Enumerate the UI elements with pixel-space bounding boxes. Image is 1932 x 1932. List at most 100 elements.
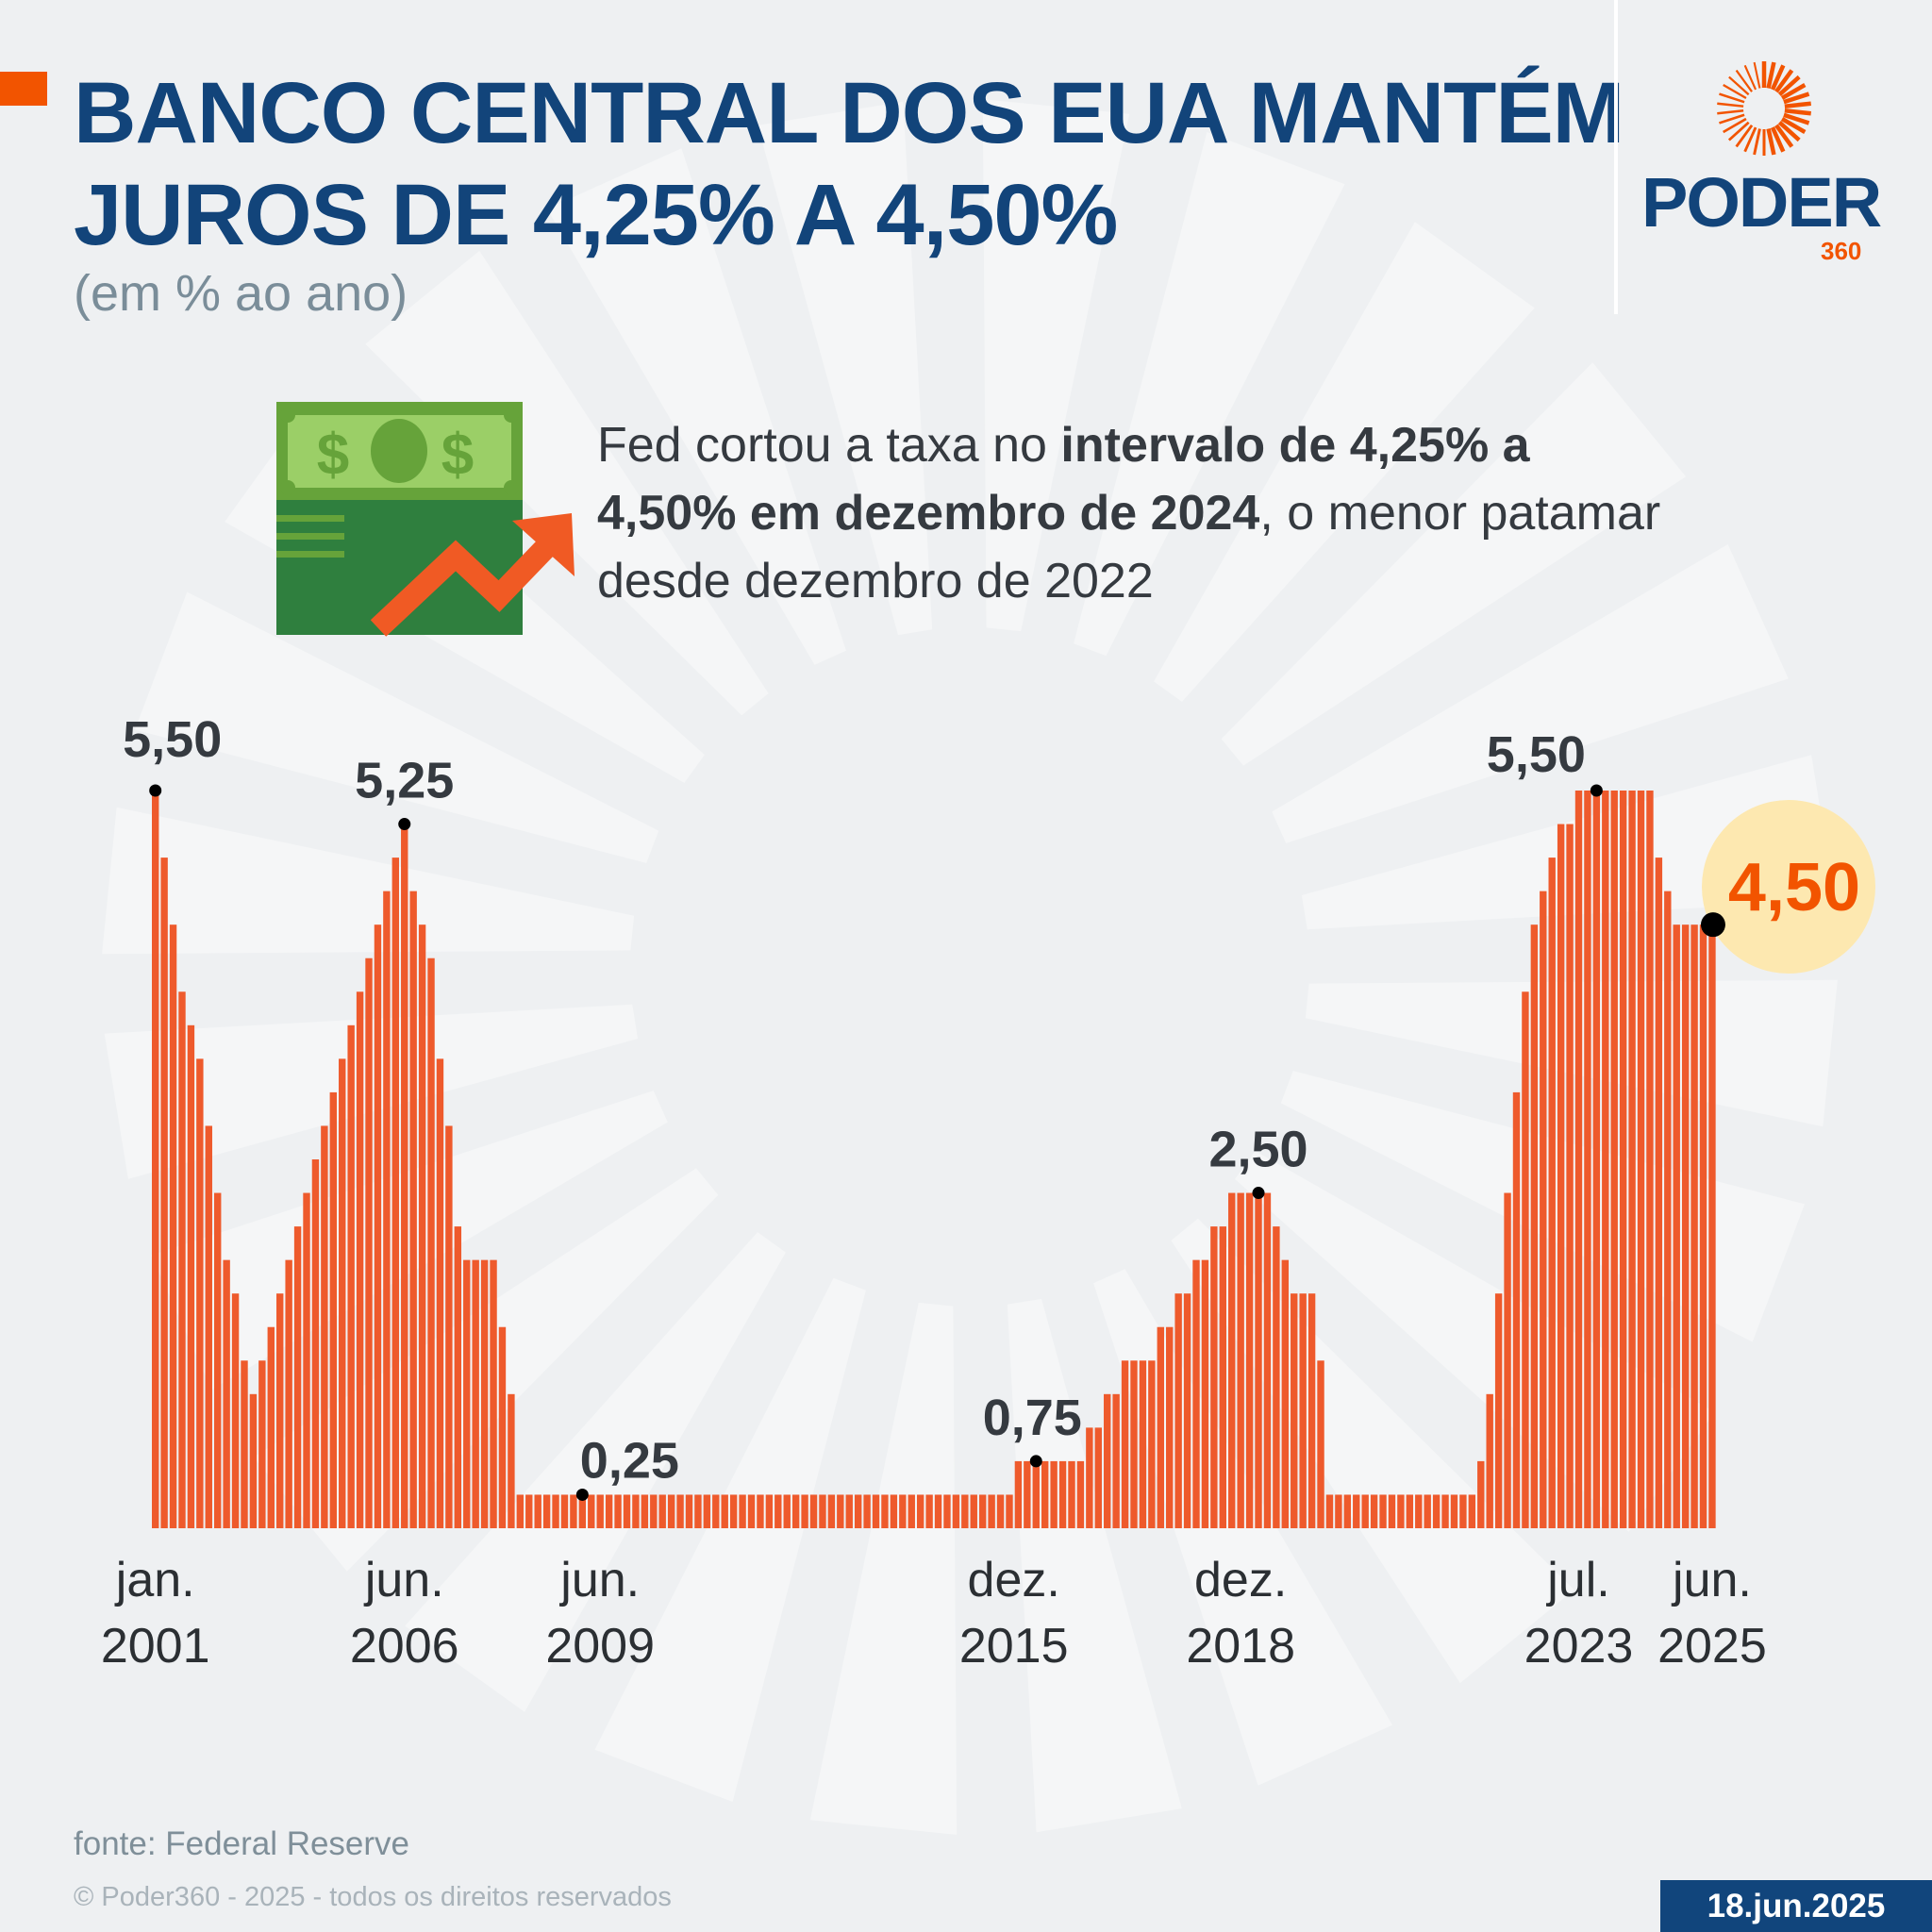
chart-bar (961, 1494, 969, 1528)
chart-bar (570, 1494, 577, 1528)
chart-bar (1566, 824, 1574, 1528)
background-ray (547, 148, 846, 665)
chart-bar (1574, 791, 1583, 1528)
chart-bar (1121, 1360, 1129, 1528)
logo-ray (1766, 61, 1776, 89)
chart-bar (516, 1494, 525, 1528)
chart-bar (757, 1494, 764, 1528)
chart-bar (1477, 1460, 1485, 1528)
chart-bar (1032, 1460, 1040, 1528)
logo-ray (1784, 108, 1811, 116)
x-tick-year: 2023 (1524, 1619, 1634, 1674)
chart-bar (863, 1494, 871, 1528)
chart-bar (205, 1125, 212, 1528)
chart-bar (1094, 1427, 1102, 1528)
header-divider (1614, 0, 1618, 314)
background-ray (135, 591, 659, 863)
chart-bar (463, 1259, 471, 1528)
chart-bar (801, 1494, 808, 1528)
chart-bar (1353, 1494, 1360, 1528)
chart-bar (791, 1494, 800, 1528)
description-text: Fed cortou a taxa no intervalo de 4,25% … (597, 411, 1663, 615)
chart-bar (1291, 1293, 1298, 1528)
chart-bar (311, 1159, 320, 1528)
chart-bar (747, 1494, 756, 1528)
chart-bar (187, 1024, 195, 1528)
x-tick-year: 2015 (959, 1619, 1069, 1674)
background-ray (1154, 222, 1535, 702)
chart-bar (321, 1125, 328, 1528)
logo-ray (1753, 128, 1761, 156)
logo-ray (1783, 112, 1810, 125)
chart-bar (988, 1494, 995, 1528)
logo-ray (1723, 83, 1747, 100)
logo-ray (1743, 64, 1757, 91)
chart-bar (694, 1494, 702, 1528)
chart-bar (641, 1494, 649, 1528)
chart-bar (178, 991, 186, 1528)
logo-ray (1777, 121, 1801, 142)
chart-bar (588, 1494, 595, 1528)
chart-bar (819, 1494, 826, 1528)
chart-bar (160, 858, 168, 1528)
logo-ray (1717, 109, 1744, 115)
logo-ray (1780, 117, 1807, 134)
chart-bar (1086, 1427, 1093, 1528)
chart-bar (1370, 1494, 1378, 1528)
chart-bar (436, 1058, 444, 1528)
annotation-label: 0,25 (580, 1432, 679, 1489)
chart-bar (303, 1192, 310, 1528)
chart-bar (472, 1259, 479, 1528)
chart-bar (169, 924, 177, 1528)
chart-bar (1441, 1494, 1449, 1528)
chart-bar (249, 1393, 258, 1528)
logo-ray (1735, 69, 1753, 92)
chart-bar (1602, 791, 1609, 1528)
chart-bar (623, 1494, 631, 1528)
logo-word: PODER (1641, 163, 1882, 242)
accent-bar (0, 72, 47, 106)
chart-bar (1646, 791, 1654, 1528)
chart-bar (401, 824, 408, 1528)
chart-bar (445, 1125, 453, 1528)
chart-bar (1112, 1393, 1120, 1528)
chart-bar (1210, 1226, 1218, 1528)
x-tick-year: 2018 (1186, 1619, 1295, 1674)
chart-bar (427, 958, 435, 1528)
chart-bar (258, 1360, 266, 1528)
chart-bar (1459, 1494, 1467, 1528)
highlight-label: 4,50 (1728, 850, 1860, 925)
chart-bar (1148, 1360, 1156, 1528)
chart-bar (1540, 891, 1547, 1528)
chart-bar (1619, 791, 1627, 1528)
chart-bar (1708, 924, 1716, 1528)
chart-bar (996, 1494, 1005, 1528)
chart-bar (1245, 1192, 1254, 1528)
annotation-label: 2,50 (1208, 1122, 1307, 1178)
chart-bar (1388, 1494, 1396, 1528)
chart-bar (1486, 1393, 1493, 1528)
logo-ray (1743, 126, 1757, 153)
background-ray (1007, 1298, 1182, 1833)
chart-bar (1201, 1259, 1209, 1528)
logo-ray (1780, 83, 1807, 100)
annotation-label: 0,75 (983, 1390, 1082, 1446)
highlight-badge (1702, 800, 1875, 974)
chart-bar (774, 1494, 782, 1528)
chart-bar (605, 1494, 613, 1528)
chart-bar (409, 891, 417, 1528)
annotation-point (398, 818, 411, 831)
chart-bar (1690, 924, 1698, 1528)
chart-bar (1468, 1494, 1476, 1528)
x-tick-month: jan. (114, 1553, 195, 1607)
chart-bar (1263, 1192, 1272, 1528)
chart-bar (739, 1494, 746, 1528)
description-part: , o menor patamar desde dezembro de 2022 (597, 486, 1661, 608)
logo-ray (1774, 69, 1794, 93)
chart-bar (1655, 858, 1663, 1528)
chart-bar (534, 1494, 541, 1528)
annotation-point (1590, 784, 1603, 797)
background-ray (594, 1277, 866, 1802)
subtitle: (em % ao ano) (74, 265, 408, 322)
